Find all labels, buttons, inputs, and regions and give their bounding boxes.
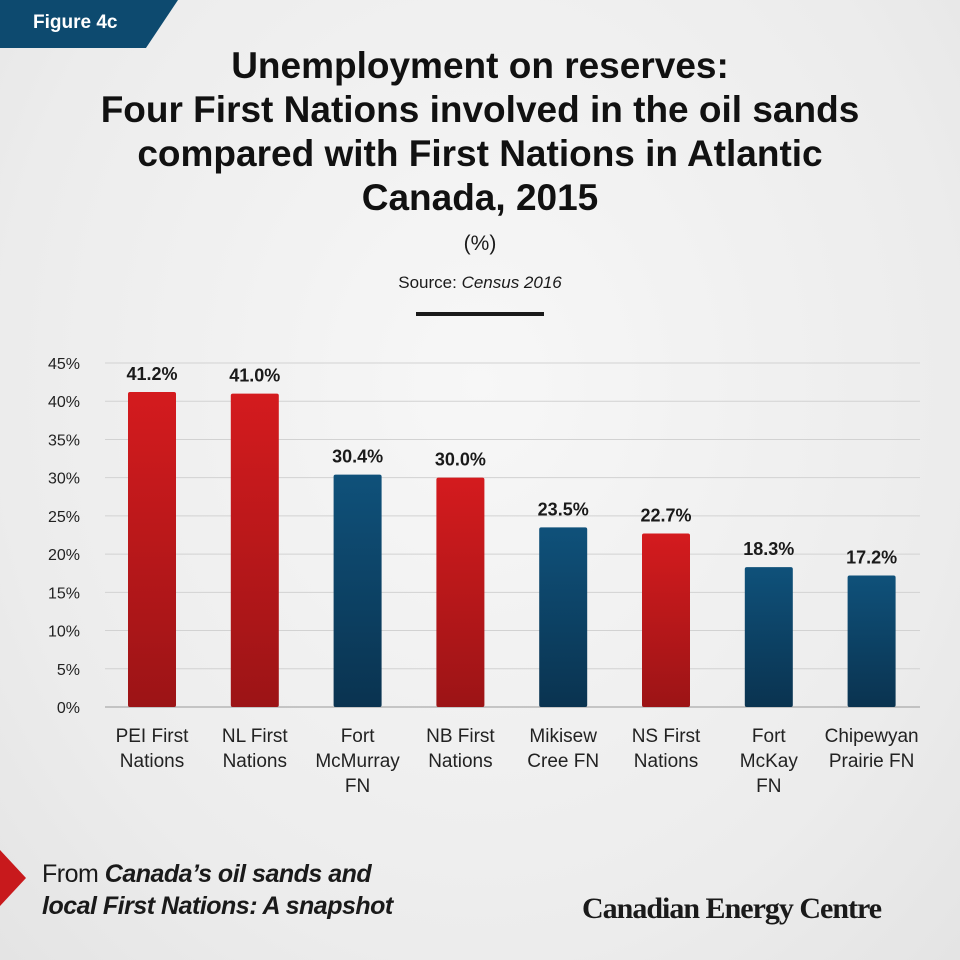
source-label: Source:	[398, 273, 457, 292]
bar	[744, 567, 793, 707]
data-label: 23.5%	[538, 499, 589, 519]
x-tick-label: NS First	[632, 726, 701, 747]
x-tick-label: Mikisew	[529, 726, 597, 747]
y-tick-label: 25%	[48, 509, 80, 526]
chart-title: Unemployment on reserves: Four First Nat…	[0, 44, 960, 220]
divider	[416, 312, 544, 316]
title-line: compared with First Nations in Atlantic	[137, 133, 823, 174]
unit-label: (%)	[463, 232, 497, 255]
x-tick-label: McKay	[740, 751, 799, 772]
bar	[436, 477, 485, 707]
footer-report-title-1: Canada’s oil sands and	[104, 860, 372, 888]
footer-prefix: From	[42, 860, 99, 888]
bar	[539, 527, 588, 707]
x-tick-label: FN	[345, 776, 370, 797]
data-label: 18.3%	[743, 539, 794, 559]
x-tick-label: Fort	[341, 726, 376, 747]
x-tick-label: NL First	[222, 726, 289, 747]
x-tick-label: Cree FN	[527, 751, 599, 772]
data-label: 22.7%	[640, 505, 691, 525]
brand-logo: Canadian Energy Centre	[582, 892, 882, 925]
y-tick-label: 10%	[48, 624, 80, 641]
bar	[642, 533, 690, 707]
title-line: Four First Nations involved in the oil s…	[100, 89, 860, 130]
x-tick-label: Chipewyan	[825, 726, 919, 747]
figure-tag-label: Figure 4c	[33, 12, 118, 33]
x-tick-label: Prairie FN	[829, 751, 915, 772]
data-label: 30.0%	[435, 450, 486, 470]
y-tick-label: 35%	[48, 432, 80, 449]
x-tick-label: Nations	[120, 751, 184, 772]
x-tick-label: FN	[756, 776, 781, 797]
x-tick-label: PEI First	[116, 726, 190, 747]
y-tick-label: 30%	[48, 471, 80, 488]
bar	[128, 392, 176, 707]
source-value: Census 2016	[461, 273, 562, 292]
data-label: 41.0%	[229, 366, 280, 386]
x-tick-label: Fort	[752, 726, 787, 747]
bar	[230, 393, 279, 707]
bar	[847, 575, 896, 707]
title-line: Unemployment on reserves:	[231, 45, 729, 86]
y-tick-label: 45%	[48, 356, 80, 373]
footer-note: From Canada’s oil sands and local First …	[42, 858, 393, 922]
source: Source: Census 2016	[0, 273, 960, 293]
title-line: Canada, 2015	[361, 177, 599, 218]
y-tick-label: 0%	[57, 700, 80, 717]
y-tick-label: 40%	[48, 394, 80, 411]
x-tick-label: Nations	[634, 751, 698, 772]
y-tick-label: 15%	[48, 585, 80, 602]
data-label: 30.4%	[332, 447, 383, 467]
x-tick-label: McMurray	[315, 751, 400, 772]
data-label: 17.2%	[846, 548, 897, 568]
y-tick-label: 5%	[57, 662, 80, 679]
figure-tag: Figure 4c	[0, 0, 178, 48]
footer-report-title-2: local First Nations: A snapshot	[42, 892, 393, 920]
data-label: 41.2%	[126, 364, 177, 384]
x-tick-label: Nations	[428, 751, 492, 772]
y-tick-label: 20%	[48, 547, 80, 564]
x-tick-label: NB First	[426, 726, 495, 747]
x-tick-label: Nations	[223, 751, 287, 772]
bar	[333, 474, 382, 707]
